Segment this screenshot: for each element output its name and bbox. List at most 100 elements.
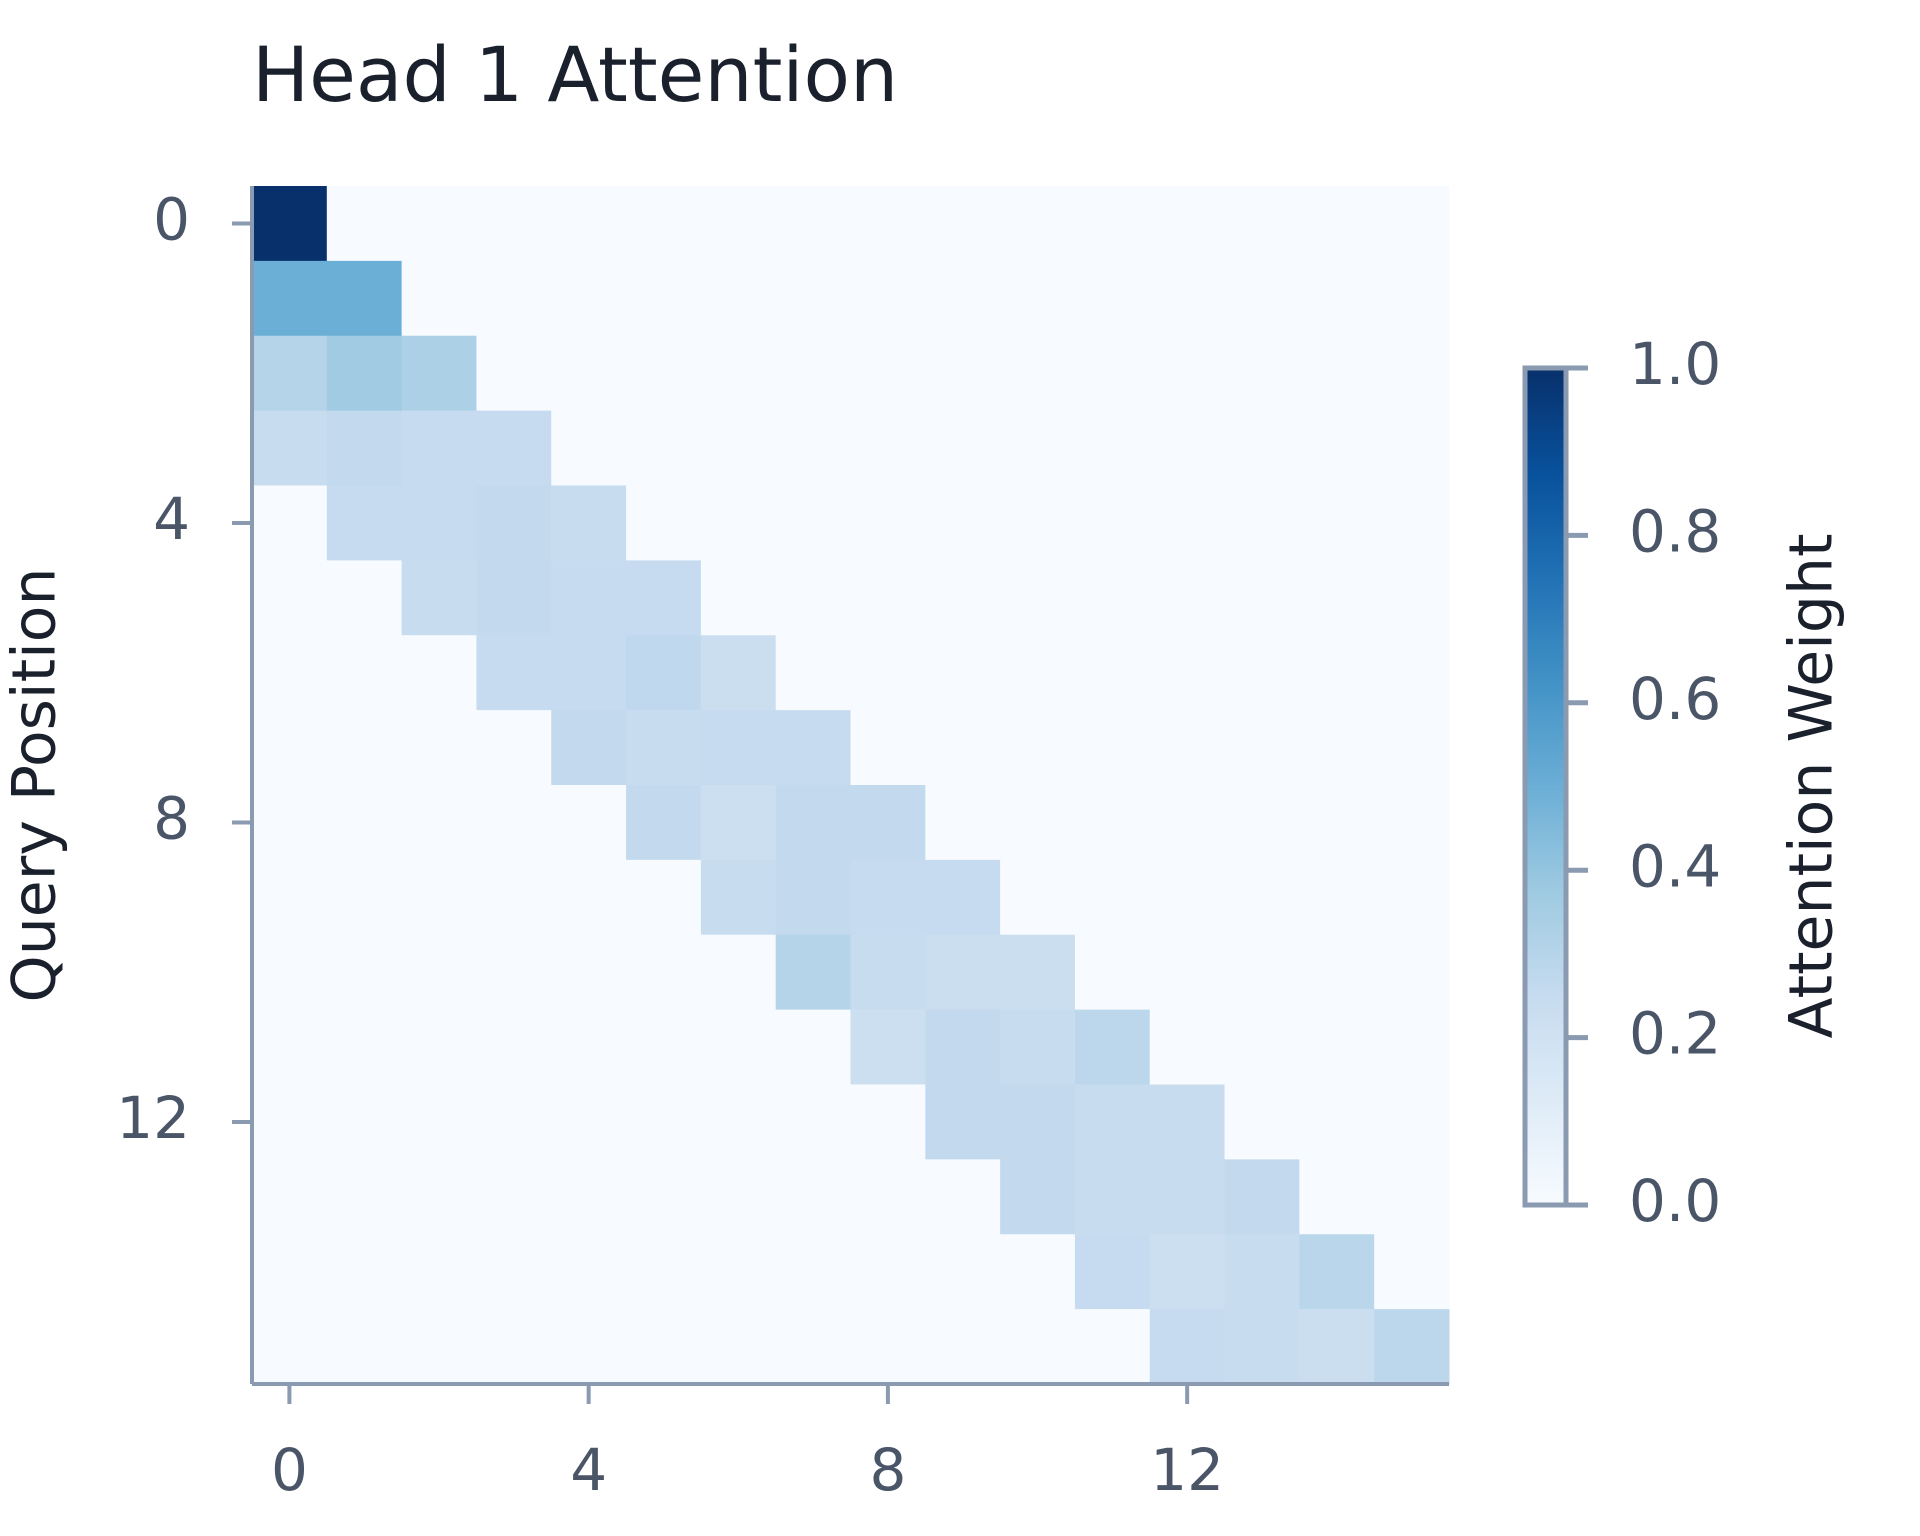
heatmap-cell	[252, 859, 328, 936]
heatmap-cell	[551, 1234, 627, 1310]
heatmap-cell	[1299, 560, 1375, 636]
colorbar-tick-label: 0.2	[1629, 1000, 1721, 1068]
heatmap-cell	[1000, 1009, 1076, 1085]
heatmap-cell	[700, 1009, 777, 1085]
heatmap-cell	[626, 1309, 702, 1385]
heatmap-cell	[252, 485, 328, 561]
heatmap-cell	[775, 859, 851, 936]
heatmap-cell	[1149, 635, 1226, 711]
heatmap-cell	[1224, 934, 1300, 1011]
heatmap-cell	[925, 710, 1001, 786]
heatmap-cell	[1224, 1234, 1300, 1310]
heatmap-cell	[1149, 1084, 1226, 1160]
heatmap-cell	[1149, 1309, 1226, 1385]
heatmap-cell	[700, 186, 777, 262]
heatmap-cell	[775, 335, 851, 412]
heatmap-cell	[476, 785, 552, 861]
heatmap-cell	[252, 1234, 328, 1310]
heatmap-cell	[1374, 560, 1450, 636]
heatmap-cell	[1374, 1234, 1450, 1310]
colorbar-label: Attention Weight	[1777, 533, 1847, 1038]
heatmap-cell	[1074, 934, 1151, 1011]
heatmap-cell	[925, 1084, 1001, 1160]
heatmap-cell	[252, 635, 328, 711]
heatmap-cell	[1074, 186, 1151, 262]
heatmap-cell	[252, 1084, 328, 1160]
y-axis-label: Query Position	[0, 567, 70, 1002]
heatmap-cell	[1149, 335, 1226, 412]
heatmap-cell	[925, 560, 1001, 636]
heatmap-cell	[1374, 335, 1450, 412]
heatmap-cell	[1149, 1009, 1226, 1085]
heatmap-cell	[626, 410, 702, 486]
colorbar-tick-label: 1.0	[1629, 330, 1721, 398]
heatmap-cell	[1000, 1309, 1076, 1385]
heatmap-cell	[1000, 1084, 1076, 1160]
heatmap-cell	[1299, 1084, 1375, 1160]
heatmap-cell	[1000, 410, 1076, 486]
heatmap-cell	[551, 1309, 627, 1385]
heatmap-cell	[551, 785, 627, 861]
heatmap-cell	[1149, 260, 1226, 337]
heatmap-cell	[1299, 1234, 1375, 1310]
heatmap-cell	[1224, 260, 1300, 337]
heatmap-cell	[1000, 785, 1076, 861]
heatmap-cell	[326, 560, 403, 636]
heatmap-cell	[476, 635, 552, 711]
heatmap-cell	[551, 859, 627, 936]
heatmap-cell	[700, 859, 777, 936]
heatmap-cell	[476, 1234, 552, 1310]
heatmap-cell	[401, 1159, 477, 1235]
heatmap-cell	[850, 859, 926, 936]
heatmap-cell	[775, 1309, 851, 1385]
heatmap-cell	[326, 859, 403, 936]
heatmap-cell	[850, 1234, 926, 1310]
heatmap-cell	[1074, 635, 1151, 711]
heatmap-cell	[401, 1084, 477, 1160]
heatmap-cell	[326, 1309, 403, 1385]
heatmap-cell	[401, 785, 477, 861]
heatmap-cell	[925, 485, 1001, 561]
heatmap-cell	[925, 335, 1001, 412]
heatmap-cell	[252, 785, 328, 861]
heatmap-cell	[1224, 1159, 1300, 1235]
heatmap-cell	[850, 934, 926, 1011]
heatmap-cell	[401, 410, 477, 486]
heatmap-cell	[551, 1009, 627, 1085]
heatmap-cell	[1374, 859, 1450, 936]
colorbar-tick-label: 0.4	[1629, 832, 1721, 900]
heatmap-cell	[700, 785, 777, 861]
heatmap-cell	[700, 1234, 777, 1310]
heatmap-cell	[326, 710, 403, 786]
heatmap-cell	[551, 335, 627, 412]
heatmap-cell	[1074, 785, 1151, 861]
heatmap-cell	[476, 186, 552, 262]
heatmap-cell	[476, 710, 552, 786]
heatmap-cell	[1299, 410, 1375, 486]
heatmap-cell	[775, 710, 851, 786]
heatmap-cell	[1224, 1009, 1300, 1085]
heatmap-cell	[476, 934, 552, 1011]
heatmap-cell	[401, 1234, 477, 1310]
heatmap-cell	[401, 335, 477, 412]
heatmap-cell	[1224, 635, 1300, 711]
heatmap-cell	[626, 859, 702, 936]
heatmap-cell	[476, 410, 552, 486]
heatmap-cell	[401, 260, 477, 337]
heatmap-cell	[626, 485, 702, 561]
heatmap-cell	[551, 1159, 627, 1235]
y-tick-label: 12	[116, 1084, 190, 1152]
heatmap-cell	[1000, 1159, 1076, 1235]
heatmap-cell	[476, 560, 552, 636]
heatmap-cell	[401, 1309, 477, 1385]
colorbar	[1522, 365, 1569, 1208]
heatmap-cell	[626, 1234, 702, 1310]
heatmap-cell	[476, 1309, 552, 1385]
heatmap-cell	[1299, 1309, 1375, 1385]
heatmap-cell	[1299, 260, 1375, 337]
heatmap-cell	[1299, 485, 1375, 561]
heatmap-cell	[1074, 560, 1151, 636]
heatmap-cell	[476, 260, 552, 337]
heatmap-cell	[925, 410, 1001, 486]
heatmap-cell	[626, 560, 702, 636]
